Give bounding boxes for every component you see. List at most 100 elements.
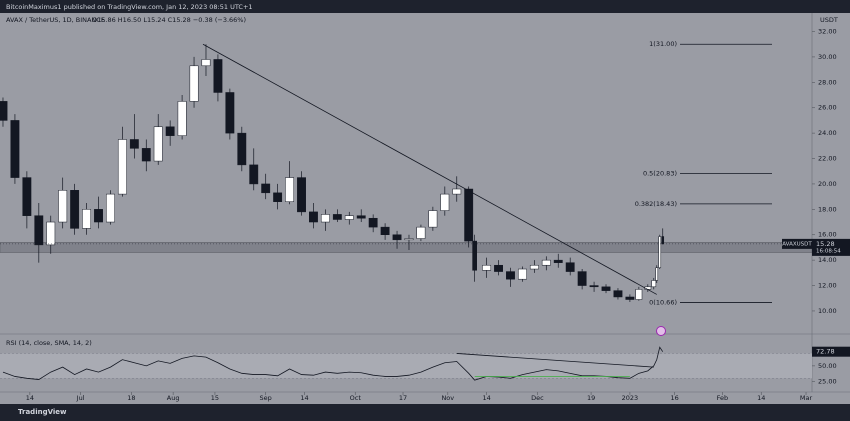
- rsi-last-value: 72.78: [816, 348, 835, 356]
- footer-bar: [0, 404, 850, 421]
- candle-body: [613, 290, 623, 298]
- candle-body: [237, 132, 247, 166]
- rsi-title: RSI (14, close, SMA, 14, 2): [6, 339, 92, 347]
- rsi-band: [0, 353, 812, 379]
- candle-body: [452, 188, 462, 195]
- candle-body: [553, 259, 563, 263]
- candle-body: [472, 240, 478, 271]
- y-tick-label: 28.00: [818, 78, 837, 86]
- candle-body: [10, 120, 20, 178]
- candle-body: [58, 190, 68, 223]
- y-tick-label: 26.00: [818, 104, 837, 112]
- fib-label: 0.382(18.43): [635, 200, 677, 208]
- candle-body: [655, 267, 659, 281]
- x-tick-label: Sep: [260, 394, 272, 402]
- x-tick-label: 16: [671, 394, 679, 402]
- y-tick-label: 12.00: [818, 282, 837, 290]
- x-tick-label: 14: [26, 394, 34, 402]
- fib-label: 0(10.66): [649, 299, 677, 307]
- candle-body: [94, 209, 103, 223]
- countdown: 16:08:54: [816, 248, 841, 254]
- x-tick-label: Nov: [441, 394, 454, 402]
- x-tick-label: 2023: [622, 394, 639, 402]
- candle-body: [506, 271, 515, 280]
- candle-body: [404, 238, 414, 241]
- symbol-box: [782, 238, 812, 249]
- candle-body: [344, 215, 354, 220]
- candle-body: [141, 148, 151, 162]
- candle-body: [332, 214, 342, 220]
- y-tick-label: 32.00: [818, 28, 837, 36]
- y-tick-label: 24.00: [818, 129, 837, 137]
- header-bar: [0, 0, 850, 13]
- x-tick-label: Dec: [531, 394, 544, 402]
- candle-body: [309, 211, 318, 223]
- y-tick-label: 22.00: [818, 155, 837, 163]
- candle-body: [565, 262, 575, 272]
- candle-body: [320, 214, 330, 223]
- candle-body: [635, 289, 643, 300]
- y-tick-label: 18.00: [818, 205, 837, 213]
- x-tick-label: Oct: [350, 394, 362, 402]
- candle-body: [651, 280, 657, 288]
- y-tick-label: 30.00: [818, 53, 837, 61]
- candle-body: [70, 190, 80, 229]
- last-price: 15.28: [816, 240, 835, 248]
- candle-body: [46, 221, 56, 246]
- candle-body: [22, 177, 32, 216]
- candle-body: [106, 193, 115, 223]
- rsi-trendline: [456, 353, 654, 368]
- candle-body: [201, 59, 211, 67]
- candle-body: [661, 236, 665, 245]
- candle-body: [625, 296, 635, 300]
- fib-label: 0.5(20.83): [643, 169, 677, 177]
- x-tick-label: 14: [300, 394, 308, 402]
- candle-body: [273, 192, 283, 202]
- candle-body: [428, 210, 438, 228]
- candle-body: [517, 268, 527, 280]
- x-tick-label: Feb: [717, 394, 729, 402]
- ohlc-legend: O15.86 H16.50 L15.24 C15.28 −0.38 (−3.66…: [92, 16, 246, 24]
- y-tick-label: 10.00: [818, 307, 837, 315]
- x-tick-label: 14: [757, 394, 765, 402]
- candle-body: [34, 215, 44, 246]
- x-tick-label: 14: [482, 394, 490, 402]
- y-tick-label: 25.00: [818, 377, 837, 385]
- candle-body: [0, 101, 8, 121]
- x-tick-label: Jul: [76, 394, 85, 402]
- fib-label: 1(31.00): [649, 40, 677, 48]
- x-tick-label: 19: [587, 394, 595, 402]
- candle-body: [494, 264, 503, 272]
- candle-body: [129, 139, 139, 149]
- candle-body: [440, 193, 450, 211]
- candle-body: [249, 164, 259, 185]
- candle-body: [189, 65, 199, 102]
- x-tick-label: Aug: [167, 394, 180, 402]
- candle-body: [380, 226, 390, 235]
- y-axis-label: USDT: [820, 16, 838, 24]
- candle-body: [464, 188, 474, 242]
- candle-body: [153, 126, 163, 162]
- x-tick-label: 18: [127, 394, 135, 402]
- candle-body: [529, 264, 539, 270]
- candle-body: [356, 215, 366, 219]
- rsi-line: [2, 346, 664, 381]
- symbol-label: AVAXUSDT: [782, 241, 812, 247]
- candle-body: [117, 139, 127, 195]
- x-tick-label: Mar: [800, 394, 813, 402]
- candle-body: [577, 271, 587, 286]
- candle-body: [82, 209, 92, 229]
- candle-body: [225, 92, 235, 134]
- candle-body: [285, 177, 295, 202]
- candle-body: [297, 177, 306, 213]
- event-marker: [656, 326, 666, 336]
- candle-body: [482, 264, 492, 271]
- y-tick-label: 14.00: [818, 256, 837, 264]
- x-tick-label: 15: [211, 394, 219, 402]
- candle-body: [589, 285, 599, 288]
- chart-title: AVAX / TetherUS, 1D, BINANCE: [6, 16, 105, 24]
- price-box: [812, 238, 850, 256]
- candle-body: [165, 126, 175, 136]
- rsi-value-box: [812, 346, 850, 357]
